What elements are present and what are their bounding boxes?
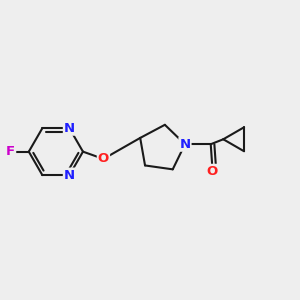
Text: N: N <box>64 169 75 182</box>
Text: N: N <box>64 122 75 135</box>
Text: F: F <box>6 145 15 158</box>
Text: O: O <box>207 165 218 178</box>
Text: O: O <box>98 152 109 165</box>
Text: N: N <box>179 138 191 151</box>
